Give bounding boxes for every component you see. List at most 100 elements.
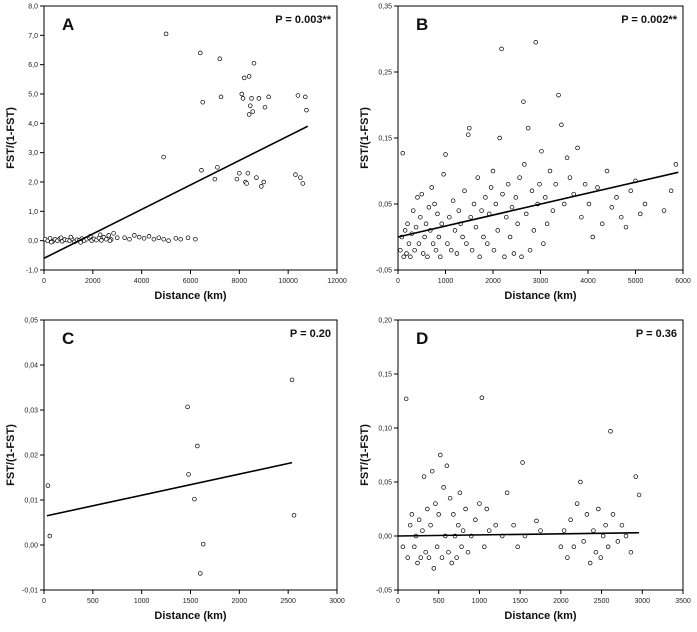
data-point: [604, 168, 610, 174]
y-axis-label: FST/(1-FST): [5, 424, 17, 486]
data-point: [578, 479, 583, 485]
data-point: [623, 224, 629, 230]
data-point: [195, 443, 200, 449]
data-point: [633, 474, 639, 479]
data-point: [295, 93, 301, 98]
data-point: [212, 176, 218, 182]
y-tick-label: 0,10: [378, 426, 392, 433]
data-point: [241, 75, 247, 81]
data-point: [289, 377, 295, 383]
data-point: [574, 501, 580, 506]
data-point: [262, 104, 268, 110]
data-point: [541, 241, 546, 246]
data-point: [443, 152, 448, 157]
x-tick-label: 12000: [327, 278, 347, 285]
data-point: [438, 254, 443, 260]
data-point: [473, 224, 479, 230]
data-point: [418, 555, 424, 560]
data-point: [550, 208, 556, 213]
data-point: [567, 175, 573, 180]
x-tick-label: 2000: [485, 278, 501, 285]
data-point: [68, 234, 74, 240]
data-point: [410, 208, 416, 213]
data-point: [544, 221, 550, 227]
data-point: [433, 501, 438, 506]
data-point: [463, 506, 468, 512]
data-point: [251, 60, 257, 66]
data-point: [185, 235, 191, 240]
y-tick-label: 1,0: [28, 209, 38, 216]
x-axis-label: Distance (km): [504, 290, 576, 302]
plot-frame: [43, 319, 338, 591]
data-point: [471, 201, 477, 207]
data-point: [537, 181, 542, 187]
y-tick-label: 7,0: [28, 33, 38, 40]
data-point: [408, 254, 413, 260]
y-axis-label: FST/(1-FST): [5, 107, 17, 169]
data-point: [146, 234, 152, 239]
y-tick-label: 0,0: [28, 238, 38, 245]
data-point: [477, 501, 482, 506]
x-tick-label: 2500: [280, 598, 296, 605]
data-point: [559, 122, 564, 128]
data-point: [584, 512, 590, 517]
data-point: [462, 188, 467, 194]
data-point: [445, 241, 450, 246]
x-tick-label: 0: [396, 278, 400, 285]
data-point: [579, 214, 584, 220]
data-point: [448, 247, 454, 253]
data-point: [425, 506, 430, 512]
y-axis-label: FST/(1-FST): [359, 424, 371, 486]
data-point: [571, 544, 577, 550]
y-tick-label: 0,01: [24, 498, 38, 505]
data-point: [303, 94, 308, 100]
data-point: [406, 241, 412, 246]
x-tick-label: 3000: [634, 598, 650, 605]
data-point: [428, 522, 433, 528]
data-point: [261, 179, 267, 185]
regression-line: [43, 125, 309, 259]
data-point: [404, 251, 409, 256]
data-point: [418, 214, 423, 220]
data-point: [491, 247, 497, 253]
panel-c: 0 500 1000 1500 2000 2500 3000 -0,01 0,00 0,01 0,0…: [5, 318, 345, 623]
data-point: [582, 181, 588, 187]
data-point: [426, 555, 432, 560]
data-point: [97, 232, 103, 238]
data-point: [668, 188, 674, 194]
data-point: [127, 236, 132, 242]
data-point: [457, 490, 463, 496]
data-point: [529, 188, 535, 194]
data-point: [449, 560, 454, 566]
data-point: [542, 195, 548, 200]
data-point: [609, 205, 614, 210]
data-point: [246, 74, 252, 79]
panel-d: 0 500 1000 1500 2000 2500 3000 3500 -0,05 0,00 0,0…: [359, 318, 691, 623]
data-point: [425, 254, 430, 260]
x-tick-label: 3000: [533, 278, 549, 285]
x-tick-label: 500: [87, 598, 99, 605]
data-point: [586, 201, 592, 207]
y-tick-label: 0,05: [24, 318, 38, 325]
data-point: [465, 549, 471, 555]
x-tick-label: 3500: [675, 598, 691, 605]
y-axis-label: FST/(1-FST): [359, 107, 371, 169]
x-tick-label: 1000: [134, 598, 150, 605]
data-point: [519, 254, 524, 260]
data-point: [239, 91, 245, 97]
data-point: [534, 518, 539, 524]
y-tick-label: -0,01: [22, 588, 38, 595]
data-point: [561, 201, 567, 207]
data-point: [435, 211, 440, 217]
data-point: [483, 195, 488, 200]
data-point: [217, 56, 223, 62]
y-tick-label: -0,05: [376, 268, 392, 275]
data-point: [469, 247, 475, 253]
data-point: [618, 214, 624, 220]
data-point: [421, 474, 427, 479]
data-point: [456, 522, 461, 528]
data-point: [429, 468, 435, 474]
data-point: [466, 132, 471, 137]
data-point: [495, 228, 501, 233]
data-point: [511, 522, 516, 528]
